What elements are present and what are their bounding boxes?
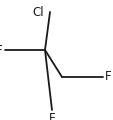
Text: F: F [48, 112, 55, 120]
Text: F: F [0, 44, 3, 57]
Text: Cl: Cl [32, 6, 43, 18]
Text: F: F [104, 71, 111, 84]
